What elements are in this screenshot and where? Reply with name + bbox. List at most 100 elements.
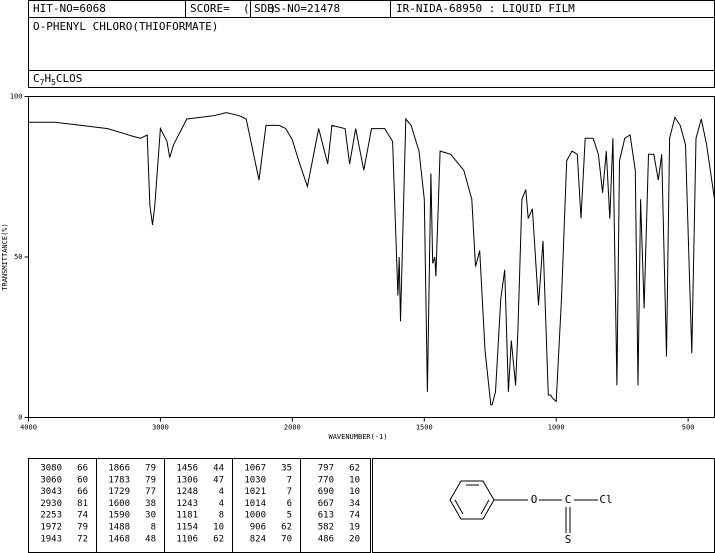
peak-intensity: 79 xyxy=(77,523,88,533)
peak-intensity: 74 xyxy=(349,511,360,521)
peak-wavenumber: 797 xyxy=(318,464,334,474)
peak-wavenumber: 1248 xyxy=(176,487,198,497)
x-tick-label: 2000 xyxy=(284,424,301,432)
peak-intensity: 30 xyxy=(145,511,156,521)
x-tick-label: 1500 xyxy=(416,424,433,432)
peak-wavenumber: 1181 xyxy=(176,511,198,521)
peak-intensity: 5 xyxy=(287,511,292,521)
peak-intensity: 8 xyxy=(219,511,224,521)
peak-intensity: 38 xyxy=(145,499,156,509)
bond xyxy=(454,499,464,515)
sdbs-no: SDBS-NO=21478 xyxy=(254,2,340,15)
peak-wavenumber: 1488 xyxy=(108,523,130,533)
header-box xyxy=(28,0,715,18)
peak-wavenumber: 690 xyxy=(318,487,334,497)
peak-intensity: 34 xyxy=(349,499,360,509)
peak-intensity: 62 xyxy=(281,523,292,533)
peak-intensity: 48 xyxy=(145,534,156,544)
x-tick-label: 3000 xyxy=(152,424,169,432)
atom: Cl xyxy=(599,493,612,506)
formula-part: C xyxy=(33,72,40,85)
atom: C xyxy=(565,493,572,506)
peak-wavenumber: 1943 xyxy=(40,534,62,544)
peak-wavenumber: 1154 xyxy=(176,523,198,533)
peak-wavenumber: 3080 xyxy=(40,464,62,474)
peak-intensity: 10 xyxy=(349,487,360,497)
peak-intensity: 44 xyxy=(213,464,224,474)
peak-wavenumber: 486 xyxy=(318,534,334,544)
formula-box xyxy=(28,70,715,88)
y-axis-label: TRANSMITTANCE(%) xyxy=(1,223,9,290)
compound-name: O-PHENYL CHLORO(THIOFORMATE) xyxy=(33,20,218,33)
peak-intensity: 4 xyxy=(219,499,224,509)
peak-intensity: 10 xyxy=(349,475,360,485)
peak-wavenumber: 1106 xyxy=(176,534,198,544)
peak-intensity: 62 xyxy=(349,464,360,474)
x-tick-label: 4000 xyxy=(20,424,37,432)
peak-wavenumber: 2930 xyxy=(40,499,62,509)
peak-wavenumber: 2253 xyxy=(40,511,62,521)
x-axis-label: WAVENUMBER(-1) xyxy=(328,433,387,441)
peak-intensity: 66 xyxy=(77,464,88,474)
peak-intensity: 6 xyxy=(287,499,292,509)
structure xyxy=(449,480,598,533)
peak-intensity: 10 xyxy=(213,523,224,533)
peak-wavenumber: 1590 xyxy=(108,511,130,521)
peak-intensity: 60 xyxy=(77,475,88,485)
peak-wavenumber: 1000 xyxy=(244,511,266,521)
peak-wavenumber: 667 xyxy=(318,499,334,509)
peak-intensity: 79 xyxy=(145,464,156,474)
peak-intensity: 7 xyxy=(287,487,292,497)
peak-wavenumber: 1306 xyxy=(176,475,198,485)
y-tick-label: 0 xyxy=(18,414,22,422)
structure-box xyxy=(372,458,715,553)
hit-no: HIT-NO=6068 xyxy=(33,2,106,15)
peak-wavenumber: 1783 xyxy=(108,475,130,485)
peak-intensity: 66 xyxy=(77,487,88,497)
benzene-ring xyxy=(449,480,495,520)
peak-intensity: 20 xyxy=(349,534,360,544)
formula-part: H xyxy=(44,72,51,85)
peak-intensity: 47 xyxy=(213,475,224,485)
peak-wavenumber: 3060 xyxy=(40,475,62,485)
peak-intensity: 4 xyxy=(219,487,224,497)
peak-wavenumber: 1866 xyxy=(108,464,130,474)
peak-intensity: 35 xyxy=(281,464,292,474)
peak-wavenumber: 3043 xyxy=(40,487,62,497)
peak-intensity: 74 xyxy=(77,511,88,521)
peak-wavenumber: 824 xyxy=(250,534,266,544)
peak-wavenumber: 1067 xyxy=(244,464,266,474)
x-tick-label: 500 xyxy=(682,424,695,432)
plot-frame xyxy=(28,96,715,418)
peak-wavenumber: 1729 xyxy=(108,487,130,497)
formula-subscript: 5 xyxy=(51,78,56,87)
peak-intensity: 19 xyxy=(349,523,360,533)
y-tick-label: 50 xyxy=(14,253,22,261)
peak-intensity: 7 xyxy=(287,475,292,485)
y-tick-label: 100 xyxy=(10,93,23,101)
peak-wavenumber: 1243 xyxy=(176,499,198,509)
x-tick-label: 1000 xyxy=(548,424,565,432)
score: SCORE= ( ) xyxy=(190,2,276,15)
peak-wavenumber: 582 xyxy=(318,523,334,533)
atom: O xyxy=(531,493,538,506)
spectrum-line xyxy=(28,112,715,406)
peak-wavenumber: 1972 xyxy=(40,523,62,533)
formula-part: CLOS xyxy=(56,72,83,85)
peak-intensity: 8 xyxy=(151,523,156,533)
peak-wavenumber: 1021 xyxy=(244,487,266,497)
peak-wavenumber: 1014 xyxy=(244,499,266,509)
peak-intensity: 70 xyxy=(281,534,292,544)
peak-wavenumber: 1456 xyxy=(176,464,198,474)
peak-intensity: 79 xyxy=(145,475,156,485)
method: IR-NIDA-68950 : LIQUID FILM xyxy=(396,2,575,15)
peak-intensity: 77 xyxy=(145,487,156,497)
peak-wavenumber: 1030 xyxy=(244,475,266,485)
peak-intensity: 62 xyxy=(213,534,224,544)
bond xyxy=(480,499,490,515)
peak-intensity: 72 xyxy=(77,534,88,544)
peak-wavenumber: 906 xyxy=(250,523,266,533)
peak-intensity: 81 xyxy=(77,499,88,509)
formula-subscript: 7 xyxy=(40,78,45,87)
